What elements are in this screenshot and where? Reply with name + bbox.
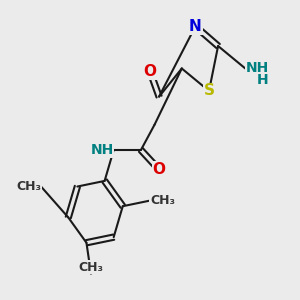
Text: N: N [189, 19, 202, 34]
Text: NH: NH [245, 61, 268, 76]
Text: S: S [203, 83, 214, 98]
Text: CH₃: CH₃ [150, 194, 175, 207]
Text: NH: NH [90, 143, 114, 157]
Text: O: O [143, 64, 157, 79]
Text: CH₃: CH₃ [16, 180, 41, 193]
Text: H: H [257, 73, 269, 87]
Text: O: O [153, 162, 166, 177]
Text: CH₃: CH₃ [79, 261, 104, 274]
